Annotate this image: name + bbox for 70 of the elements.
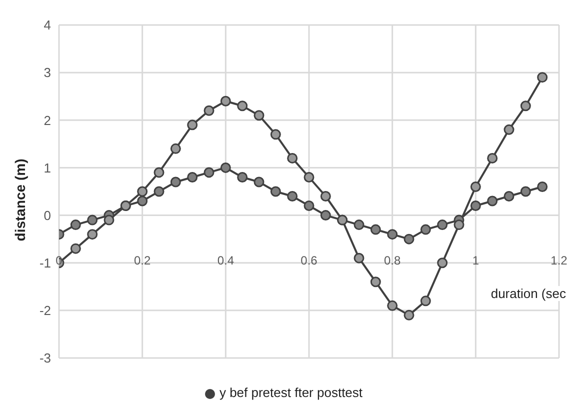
x-tick-label: 0.6 <box>300 253 318 268</box>
point <box>354 220 364 230</box>
point <box>304 172 314 182</box>
point <box>287 191 298 202</box>
point <box>87 229 98 240</box>
point <box>354 252 364 264</box>
point <box>387 229 398 240</box>
point <box>437 258 448 268</box>
x-tick-label: 0.8 <box>384 253 401 268</box>
point <box>504 124 514 135</box>
y-tick-label: -1 <box>39 255 51 270</box>
y-tick-label: -3 <box>39 350 51 366</box>
point <box>520 100 531 112</box>
point <box>154 167 164 178</box>
point <box>220 162 231 173</box>
point <box>137 186 148 197</box>
x-tick-label: 0.4 <box>217 253 234 268</box>
point <box>170 143 181 154</box>
point <box>254 176 264 188</box>
point <box>270 129 281 140</box>
point <box>504 191 514 202</box>
point <box>204 105 214 116</box>
point <box>404 310 414 320</box>
point <box>304 200 314 212</box>
x-tick-label: 1.2 <box>550 253 568 268</box>
point <box>520 186 531 197</box>
point <box>170 176 181 188</box>
y-tick-label: -2 <box>39 303 51 318</box>
y-tick-label: 2 <box>44 112 51 128</box>
point <box>454 220 464 230</box>
point <box>137 196 148 206</box>
y-tick-label: 1 <box>44 160 51 176</box>
point <box>537 72 548 83</box>
point <box>70 220 81 230</box>
point <box>287 152 298 164</box>
point <box>437 220 448 230</box>
y-tick-label: 0 <box>44 208 51 223</box>
point <box>270 186 281 197</box>
point <box>320 191 331 202</box>
x-tick-label: 1 <box>472 253 480 268</box>
point <box>187 120 198 130</box>
point <box>370 224 381 235</box>
point <box>237 100 248 112</box>
y-tick-label: 3 <box>44 65 51 80</box>
point <box>320 210 331 221</box>
point <box>537 181 548 192</box>
y-axis-title: distance (m) <box>12 158 28 241</box>
x-axis-title: duration (sec <box>490 286 566 302</box>
point <box>420 224 431 235</box>
point <box>404 234 414 244</box>
legend-label: y bef pretest fter posttest <box>219 385 363 400</box>
point <box>487 196 498 206</box>
point <box>487 152 498 164</box>
point <box>70 243 81 254</box>
point <box>470 181 481 192</box>
point <box>104 214 114 226</box>
point <box>370 276 381 288</box>
point <box>420 296 431 306</box>
x-tick-label: 0 <box>56 253 63 268</box>
point <box>254 110 264 121</box>
point <box>220 96 231 106</box>
point <box>237 172 248 182</box>
point <box>154 186 164 197</box>
point <box>187 172 198 182</box>
point <box>87 214 98 226</box>
y-tick-label: 4 <box>44 18 51 33</box>
x-tick-label: 0.2 <box>134 253 151 268</box>
point <box>470 200 481 212</box>
point <box>204 167 214 178</box>
point <box>387 300 398 311</box>
